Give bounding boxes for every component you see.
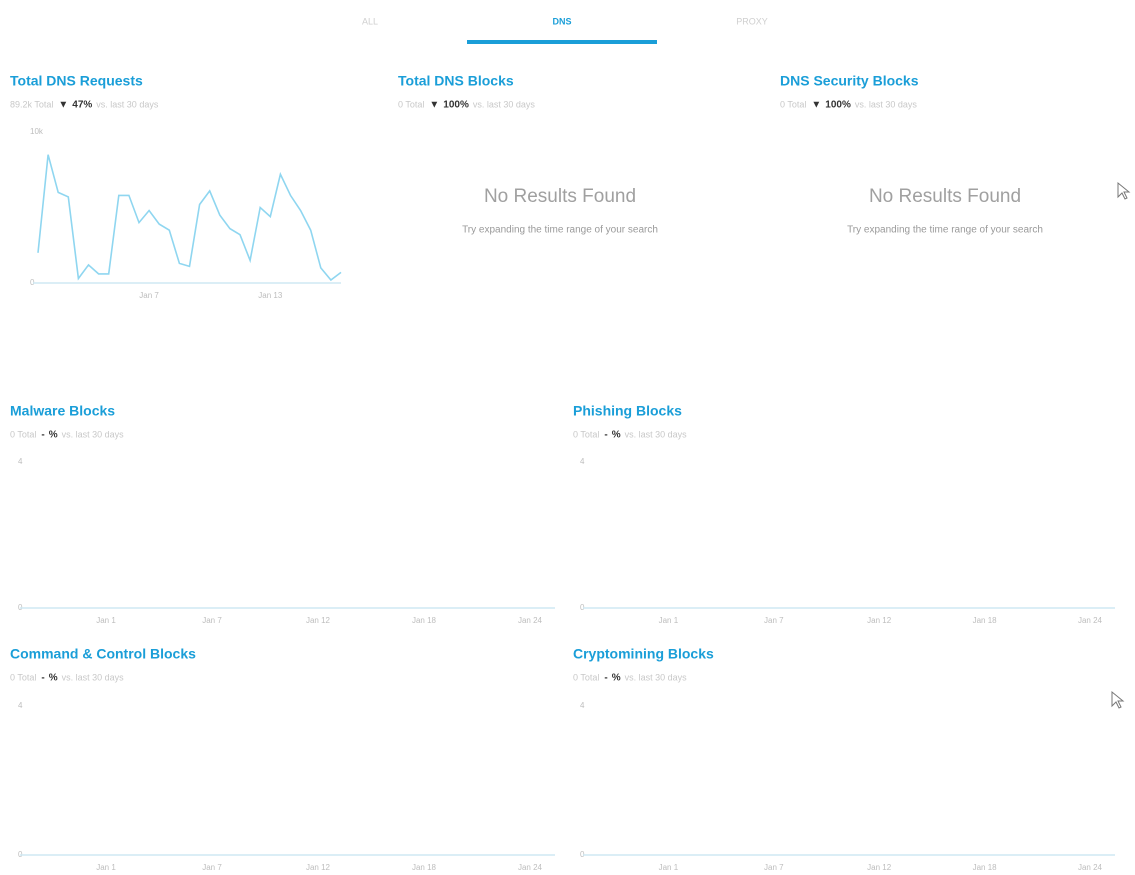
x-tick-label: Jan 24 (1078, 616, 1103, 625)
x-tick-label: Jan 12 (867, 863, 892, 872)
page: ALL DNS PROXY Total DNS Requests 89.2k Total… (0, 0, 1135, 875)
tab[interactable]: PROXY (736, 16, 768, 26)
x-tick-label: Jan 24 (1078, 863, 1103, 872)
x-tick-label: Jan 12 (306, 863, 331, 872)
panel-title: Command & Control Blocks (10, 646, 196, 662)
summary-arrow: ▼ (58, 100, 68, 111)
tab[interactable]: DNS (552, 16, 571, 26)
x-tick-label: Jan 24 (518, 863, 543, 872)
x-tick-label: Jan 13 (258, 291, 283, 300)
x-tick-label: Jan 18 (973, 616, 998, 625)
no-results: No Results Found (869, 186, 1021, 207)
summary-arrow: - (41, 430, 44, 441)
x-tick-label: Jan 7 (202, 863, 222, 872)
summary-arrow: ▼ (811, 100, 821, 111)
no-results-hint: Try expanding the time range of your sea… (462, 225, 658, 236)
summary-change: % (612, 430, 621, 441)
summary-total: 0 Total (573, 429, 599, 439)
x-tick-label: Jan 1 (659, 616, 679, 625)
summary-total: 0 Total (398, 99, 424, 109)
x-tick-label: Jan 18 (412, 863, 437, 872)
y-tick-label: 4 (580, 701, 585, 710)
summary-change: 100% (443, 100, 469, 111)
summary-note: vs. last 30 days (625, 672, 688, 682)
summary-note: vs. last 30 days (473, 99, 536, 109)
panel-title: Total DNS Requests (10, 73, 143, 89)
summary-change: % (49, 430, 58, 441)
summary-total: 0 Total (10, 429, 36, 439)
summary-note: vs. last 30 days (62, 429, 125, 439)
y-tick-label: 4 (18, 701, 23, 710)
x-tick-label: Jan 1 (96, 616, 116, 625)
summary-change: 47% (72, 100, 92, 111)
summary-note: vs. last 30 days (62, 672, 125, 682)
no-results: No Results Found (484, 186, 636, 207)
cursor (1118, 183, 1129, 199)
y-tick-label: 4 (18, 457, 23, 466)
summary-arrow: - (604, 673, 607, 684)
panel-title: Phishing Blocks (573, 403, 682, 419)
y-tick-label: 10k (30, 127, 44, 136)
summary-total: 0 Total (10, 672, 36, 682)
panel-title: Malware Blocks (10, 403, 115, 419)
summary-change: % (49, 673, 58, 684)
active-tab-underline (467, 40, 657, 44)
summary-total: 0 Total (780, 99, 806, 109)
summary-change: 100% (825, 100, 851, 111)
summary-total: 89.2k Total (10, 99, 53, 109)
x-tick-label: Jan 12 (306, 616, 331, 625)
x-tick-label: Jan 7 (139, 291, 159, 300)
x-tick-label: Jan 1 (96, 863, 116, 872)
x-tick-label: Jan 18 (973, 863, 998, 872)
tab[interactable]: ALL (362, 16, 378, 26)
summary-note: vs. last 30 days (855, 99, 918, 109)
panel-title: Cryptomining Blocks (573, 646, 714, 662)
summary-note: vs. last 30 days (625, 429, 688, 439)
x-tick-label: Jan 7 (764, 616, 784, 625)
x-tick-label: Jan 1 (659, 863, 679, 872)
line-series (38, 155, 341, 280)
x-tick-label: Jan 12 (867, 616, 892, 625)
y-tick-label: 4 (580, 457, 585, 466)
summary-total: 0 Total (573, 672, 599, 682)
dashboard: ALL DNS PROXY Total DNS Requests 89.2k Total… (0, 0, 1135, 875)
summary-arrow: ▼ (429, 100, 439, 111)
x-tick-label: Jan 18 (412, 616, 437, 625)
summary-change: % (612, 673, 621, 684)
panel-title: Total DNS Blocks (398, 73, 514, 89)
summary-arrow: - (41, 673, 44, 684)
cursor (1112, 692, 1123, 708)
x-tick-label: Jan 7 (202, 616, 222, 625)
no-results-hint: Try expanding the time range of your sea… (847, 225, 1043, 236)
x-tick-label: Jan 7 (764, 863, 784, 872)
summary-arrow: - (604, 430, 607, 441)
summary-note: vs. last 30 days (96, 99, 159, 109)
panel-title: DNS Security Blocks (780, 73, 919, 89)
x-tick-label: Jan 24 (518, 616, 543, 625)
